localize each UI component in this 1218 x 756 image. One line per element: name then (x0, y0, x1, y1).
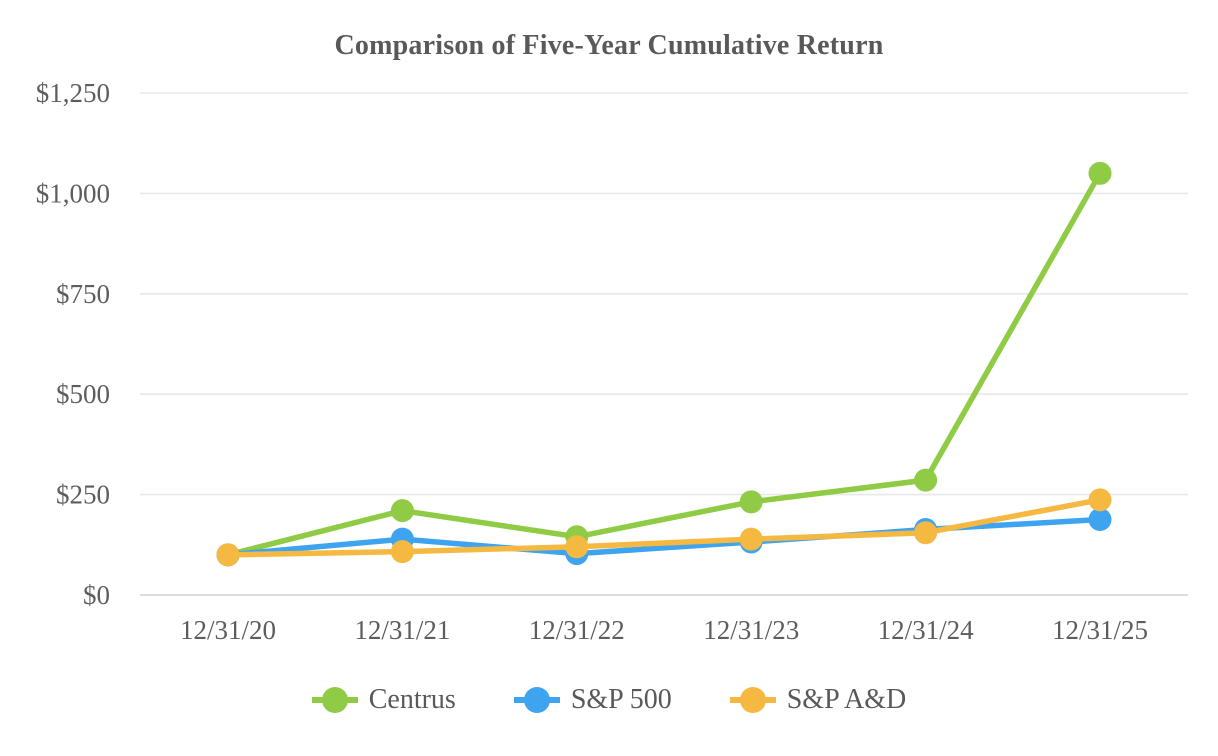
data-point-marker (565, 535, 589, 559)
x-tick-label: 12/31/23 (703, 615, 799, 645)
y-tick-label: $1,250 (36, 78, 110, 108)
data-point-marker (1088, 507, 1112, 531)
legend-label: S&P A&D (786, 684, 907, 715)
y-tick-label: $1,000 (36, 178, 110, 208)
chart-plot-area: $1,250 $1,000 $750 $500 $250 $0 12/31/20 12/31/… (36, 78, 1188, 645)
y-tick-label: $0 (83, 580, 110, 610)
y-tick-label: $500 (56, 379, 110, 409)
data-point-marker (914, 521, 938, 545)
x-tick-label: 12/31/21 (354, 615, 450, 645)
x-tick-label: 12/31/20 (180, 615, 276, 645)
x-tick-label: 12/31/24 (878, 615, 975, 645)
chart-title: Comparison of Five-Year Cumulative Retur… (334, 30, 884, 61)
chart-legend: Centrus S&P 500 S&P A&D (0, 684, 1218, 716)
series-line (227, 497, 1101, 558)
data-point-marker (1088, 488, 1112, 512)
data-point-marker (739, 527, 763, 551)
legend-item: S&P A&D (729, 684, 907, 716)
legend-marker-icon (311, 687, 358, 713)
data-point-marker (1088, 161, 1112, 185)
data-point-marker (390, 499, 414, 523)
data-point-marker (390, 540, 414, 564)
data-point-marker (914, 468, 938, 492)
legend-item: Centrus (311, 684, 456, 716)
legend-marker-icon (513, 687, 560, 713)
x-tick-label: 12/31/22 (529, 615, 625, 645)
legend-marker-icon (729, 687, 776, 713)
legend-label: Centrus (368, 684, 456, 715)
legend-label: S&P 500 (570, 684, 672, 715)
data-point-marker (216, 543, 240, 567)
y-tick-label: $750 (56, 279, 110, 309)
legend-item: S&P 500 (513, 684, 672, 716)
series-line (227, 171, 1103, 558)
data-point-marker (739, 490, 763, 514)
y-tick-label: $250 (56, 480, 110, 510)
x-tick-label: 12/31/25 (1052, 615, 1148, 645)
